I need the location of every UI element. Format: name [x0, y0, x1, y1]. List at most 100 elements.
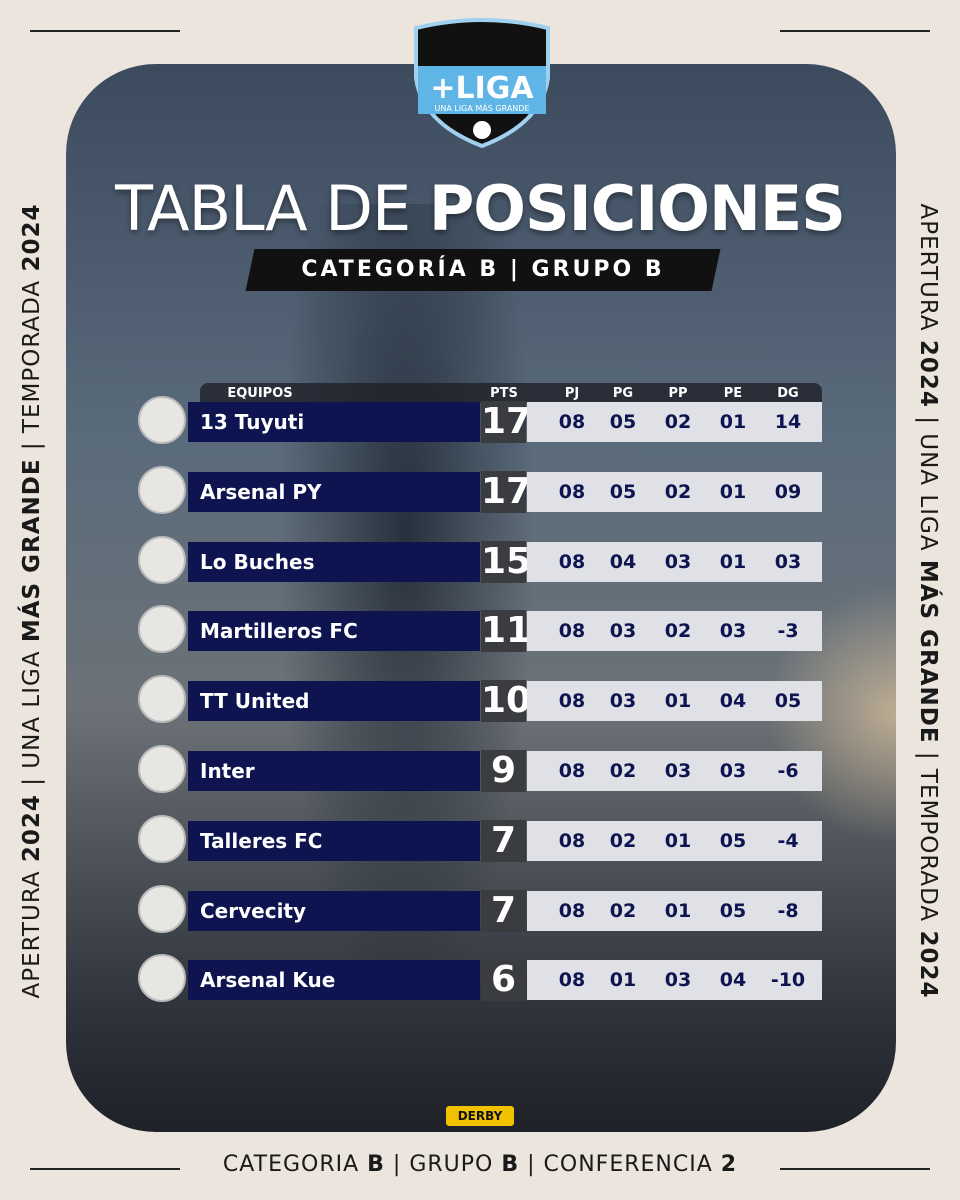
text-segment: CATEGORIA: [222, 1152, 368, 1177]
stat-cell: 04: [719, 969, 747, 992]
stat-cell: 08: [558, 969, 586, 992]
stat-cell: 03: [774, 550, 802, 573]
text-segment: 2024: [915, 339, 941, 408]
team-logo: [138, 465, 186, 514]
corner-line: [30, 1168, 180, 1170]
stat-cell: 05: [609, 480, 637, 503]
stat-cell: 02: [609, 899, 637, 922]
text-segment: 2024: [19, 794, 45, 863]
stat-cell: 14: [774, 411, 802, 433]
stats-box: [527, 890, 822, 931]
stat-cell: 03: [719, 620, 747, 643]
stat-cell: 05: [609, 411, 637, 433]
stat-cell: 03: [664, 550, 692, 573]
stat-cell: 08: [558, 550, 586, 573]
corner-line: [780, 30, 930, 32]
text-segment: 2024: [19, 203, 45, 272]
stat-cell: 08: [558, 620, 586, 643]
text-segment: | TEMPORADA: [915, 743, 941, 931]
stat-cell: 02: [609, 760, 637, 782]
column-header: PJ: [564, 386, 580, 401]
text-segment: | UNA LIGA: [19, 642, 45, 795]
stat-cell: 01: [609, 969, 637, 992]
stat-cell: 05: [719, 899, 747, 922]
stat-cell: -10: [770, 969, 806, 992]
points: 17: [481, 401, 532, 443]
stat-cell: 08: [558, 690, 586, 713]
points: 11: [481, 610, 532, 653]
stat-cell: 02: [664, 480, 692, 503]
corner-line: [780, 1168, 930, 1170]
subtitle: CATEGORÍA B | GRUPO B: [301, 257, 665, 282]
team-name: Cervecity: [188, 890, 480, 931]
stat-cell: -6: [777, 760, 799, 782]
stat-cell: 05: [774, 690, 802, 713]
stat-cell: 08: [558, 899, 586, 922]
stat-cell: -8: [777, 899, 799, 922]
stat-cell: 03: [609, 690, 637, 713]
stat-cell: 08: [558, 829, 586, 852]
side-text: APERTURA 2024 | UNA LIGA MÁS GRANDE | TE…: [915, 101, 941, 1101]
team-logo: [138, 535, 186, 584]
points: 17: [481, 470, 532, 513]
team-logo: [138, 605, 186, 654]
side-text: APERTURA 2024 | UNA LIGA MÁS GRANDE | TE…: [19, 101, 45, 1101]
text-segment: 2024: [915, 930, 941, 999]
stat-cell: 08: [558, 760, 586, 782]
stat-cell: 02: [664, 620, 692, 643]
text-segment: | UNA LIGA: [915, 407, 941, 560]
stat-cell: 01: [719, 550, 747, 573]
stat-cell: 08: [558, 411, 586, 433]
stats-box: [527, 820, 822, 861]
stat-cell: 01: [664, 690, 692, 713]
stat-cell: 01: [664, 899, 692, 922]
stat-cell: 03: [664, 760, 692, 782]
logo-shield: +LIGA UNA LIGA MÁS GRANDE: [414, 18, 550, 148]
column-header: PP: [668, 386, 688, 401]
team-logo: [138, 396, 186, 444]
column-header: PE: [723, 386, 743, 401]
logo-name: +LIGA: [430, 71, 534, 106]
stat-cell: 02: [664, 411, 692, 433]
column-header: PG: [612, 386, 634, 401]
team-name: Arsenal Kue: [188, 960, 480, 1001]
stats-box: [527, 960, 822, 1001]
team-logo: [138, 814, 186, 863]
stat-cell: 01: [719, 411, 747, 433]
points: 6: [481, 959, 526, 1002]
stat-cell: 04: [719, 690, 747, 713]
column-header: PTS: [490, 386, 518, 401]
text-segment: POSICIONES: [428, 172, 846, 245]
stats-box: [527, 681, 822, 722]
text-segment: | TEMPORADA: [19, 271, 45, 459]
column-header: DG: [777, 386, 799, 401]
title: TABLA DE POSICIONES: [0, 172, 960, 245]
text-segment: TABLA DE: [115, 172, 429, 245]
text-segment: | GRUPO: [384, 1152, 502, 1177]
stat-cell: 05: [719, 829, 747, 852]
stat-cell: 03: [719, 760, 747, 782]
stats-box: [527, 402, 822, 442]
team-name: Talleres FC: [188, 820, 480, 861]
stats-box: [527, 611, 822, 652]
text-segment: APERTURA: [19, 862, 45, 999]
team-name: Martilleros FC: [188, 611, 480, 652]
team-name: 13 Tuyuti: [188, 402, 480, 442]
header-bar: [200, 383, 822, 403]
team-name: Inter: [188, 751, 480, 791]
text-segment: MÁS GRANDE: [915, 559, 941, 744]
column-header: EQUIPOS: [227, 386, 293, 401]
team-name: Lo Buches: [188, 541, 480, 582]
sponsor: DERBY: [446, 1106, 514, 1126]
team-logo: [138, 675, 186, 724]
points: 10: [481, 680, 532, 723]
team-logo: [138, 745, 186, 793]
text-segment: 2: [720, 1152, 738, 1177]
stat-cell: 09: [774, 480, 802, 503]
team-name: TT United: [188, 681, 480, 722]
stat-cell: 08: [558, 480, 586, 503]
stat-cell: -3: [777, 620, 799, 643]
text-segment: B: [501, 1152, 520, 1177]
team-logo: [138, 954, 186, 1003]
